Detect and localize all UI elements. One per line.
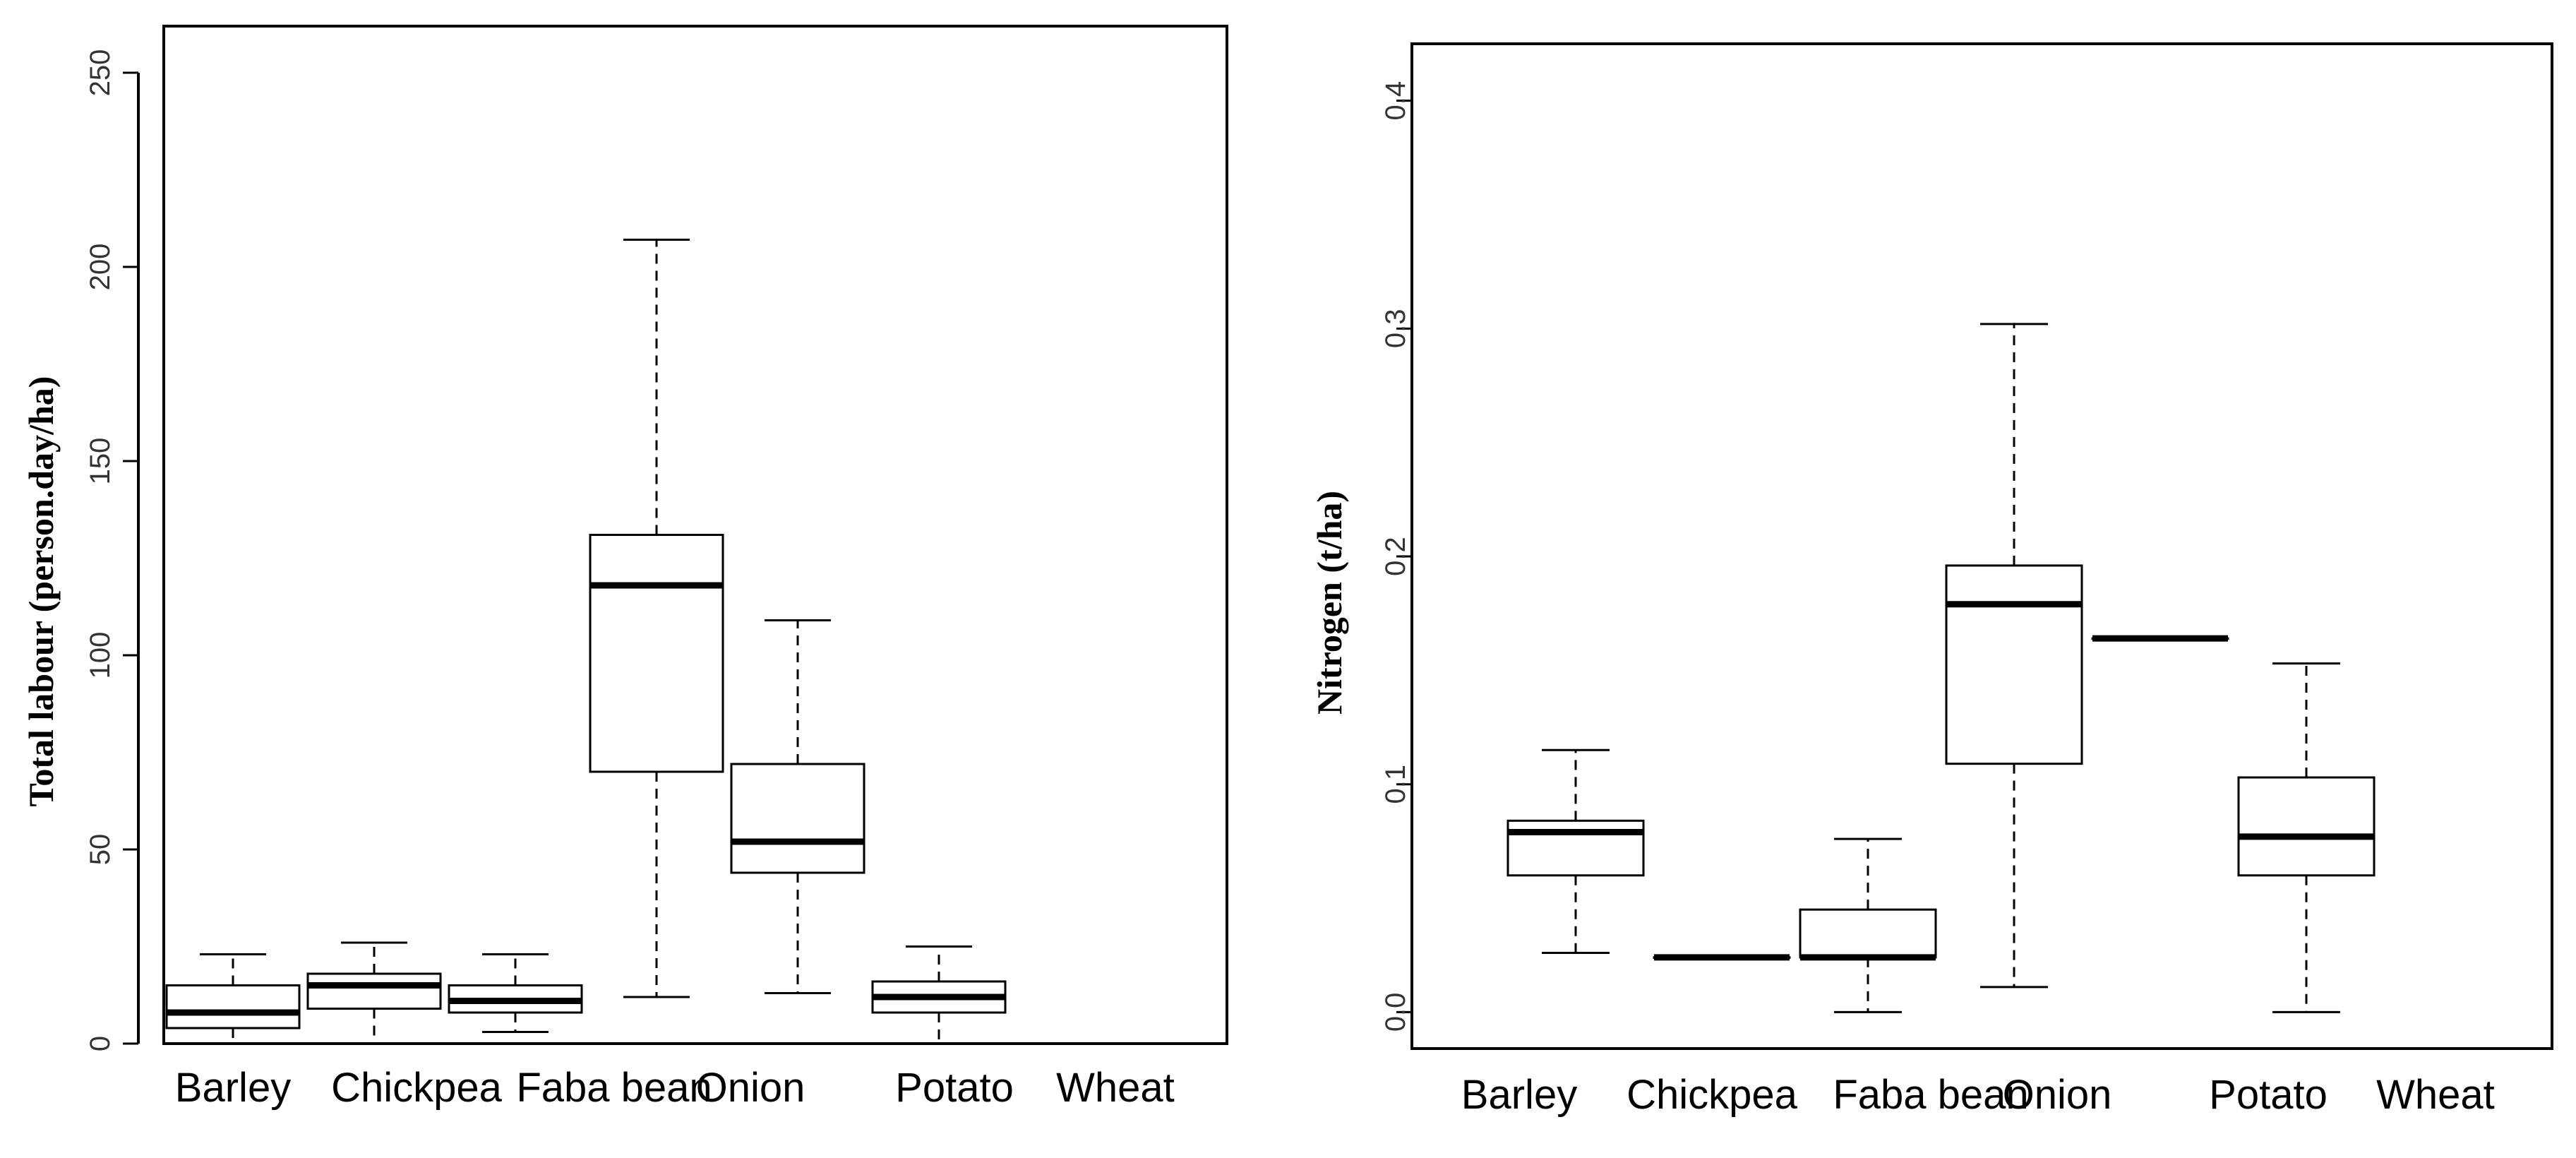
box-wheat (2237, 662, 2376, 1013)
y-tick-label: 50 (85, 834, 116, 866)
plot-frame (162, 25, 1228, 1045)
y-tick-label: 200 (85, 244, 116, 291)
y-tick-label: 0.0 (1380, 993, 1411, 1032)
y-tick-label: 0.2 (1380, 537, 1411, 576)
box-faba-bean (448, 953, 583, 1033)
x-category-label: Onion (696, 1065, 805, 1111)
y-axis-title: Total labour (person.day/ha) (21, 376, 61, 807)
x-category-label: Wheat (1056, 1065, 1175, 1111)
x-category-label: Chickpea (1627, 1072, 1798, 1118)
y-tick-label: 250 (85, 49, 116, 97)
box-potato (730, 619, 865, 994)
x-category-label: Onion (2003, 1072, 2112, 1118)
iqr-box (589, 534, 724, 773)
x-category-label: Barley (1461, 1072, 1577, 1118)
y-tick-label: 150 (85, 438, 116, 485)
nitrogen-boxplot-panel: 0.0 0.1 0.2 0.3 0.4 Nitrogen (t/ha) Barley Chic… (1310, 42, 2553, 1118)
x-category-label: Barley (175, 1065, 291, 1111)
x-category-label: Chickpea (331, 1065, 503, 1111)
iqr-box (1799, 908, 1937, 959)
box-faba-bean (1799, 837, 1937, 1013)
y-tick-label: 0 (85, 1036, 116, 1051)
box-wheat (871, 945, 1007, 1045)
y-tick-label: 0.3 (1380, 309, 1411, 349)
x-category-label: Faba bean (516, 1065, 712, 1111)
labour-boxplot-panel: 0 50 100 150 200 250 Total labour (person.day/… (21, 25, 1228, 1111)
iqr-box (306, 972, 442, 1010)
box-potato (2091, 635, 2229, 642)
box-onion (1945, 323, 2083, 989)
iqr-box (1506, 819, 1645, 877)
x-category-label: Potato (2209, 1072, 2328, 1118)
y-axis-title: Nitrogen (t/ha) (1310, 491, 1349, 715)
iqr-box (2237, 776, 2376, 877)
iqr-box (1945, 564, 2083, 765)
box-chickpea (1653, 954, 1791, 961)
y-tick-label: 100 (85, 632, 116, 679)
plot-frame (1410, 42, 2553, 1050)
box-barley (1506, 748, 1645, 954)
y-tick-label: 0.1 (1380, 765, 1411, 804)
iqr-box (165, 984, 301, 1029)
y-tick-label: 0.4 (1380, 81, 1411, 121)
x-category-label: Wheat (2376, 1072, 2495, 1118)
box-barley (165, 953, 301, 1045)
x-category-label: Faba bean (1833, 1072, 2028, 1118)
x-category-label: Potato (895, 1065, 1014, 1111)
box-onion (589, 239, 724, 998)
iqr-box (730, 763, 865, 874)
box-chickpea (306, 941, 442, 1045)
